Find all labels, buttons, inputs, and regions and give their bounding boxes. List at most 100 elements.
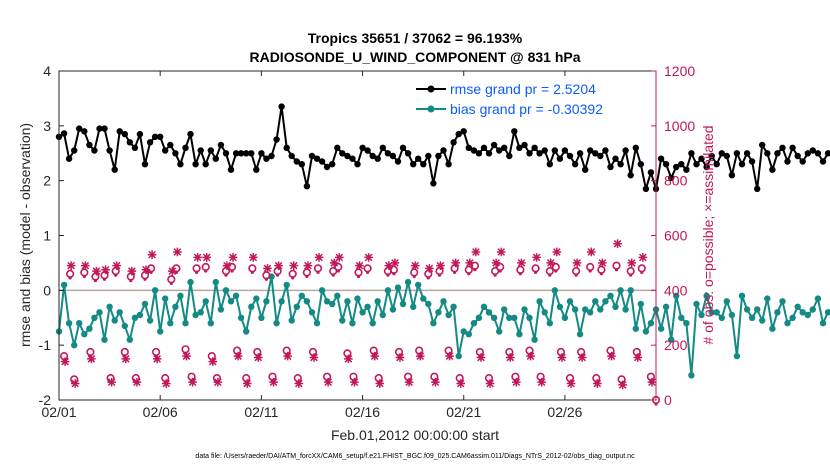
obs-possible-dot (143, 277, 147, 281)
y-tick-label: -2 (39, 392, 52, 408)
data-point (384, 150, 392, 157)
data-point (202, 298, 209, 305)
data-point (339, 317, 346, 324)
data-point (157, 133, 164, 140)
obs-assimilated-marker (485, 379, 495, 388)
y-tick-label: 4 (43, 63, 51, 79)
data-point (60, 130, 68, 137)
x-tick-label: 02/26 (547, 404, 582, 420)
obs-assimilated-marker (526, 351, 535, 361)
data-point (359, 309, 366, 316)
obs-possible-dot (392, 272, 396, 276)
obs-assimilated-marker (314, 253, 324, 262)
data-point (450, 303, 457, 310)
data-point (344, 298, 351, 305)
obs-possible-dot (453, 270, 457, 274)
legend-box (402, 76, 652, 120)
data-point (718, 150, 725, 157)
data-point (334, 292, 341, 299)
obs-possible-dot (68, 276, 72, 280)
data-point (637, 300, 644, 308)
obs-possible-dot (386, 273, 390, 277)
data-point (101, 336, 108, 343)
data-point (232, 292, 240, 299)
data-point (779, 298, 786, 305)
obs-assimilated-marker (283, 351, 292, 361)
obs-assimilated-marker (384, 261, 394, 270)
y-right-tick-label: 1200 (664, 63, 695, 79)
y-right-tick-label: 600 (664, 228, 688, 244)
data-point (794, 152, 801, 160)
data-point (627, 287, 634, 294)
data-point (318, 287, 326, 294)
obs-assimilated-marker (532, 253, 541, 262)
data-point (576, 331, 584, 338)
data-point (379, 311, 386, 319)
chart-subtitle: RADIOSONDE_U_WIND_COMPONENT @ 831 hPa (249, 49, 580, 65)
data-point (622, 147, 629, 154)
data-point (76, 320, 83, 327)
obs-assimilated-marker (269, 377, 278, 387)
data-point (71, 147, 78, 154)
data-point (258, 314, 265, 321)
data-point (657, 155, 665, 162)
obs-assimilated-marker (202, 253, 212, 262)
data-point (435, 309, 442, 316)
data-point (733, 150, 741, 157)
data-point (774, 309, 781, 316)
obs-possible-dot (426, 276, 430, 280)
obs-assimilated-marker (465, 258, 475, 268)
data-point (425, 152, 432, 160)
data-point (774, 150, 781, 157)
data-point (111, 166, 118, 173)
data-point (662, 161, 670, 168)
obs-assimilated-marker (491, 258, 501, 268)
data-point (627, 172, 634, 179)
data-point (683, 320, 690, 327)
data-point (541, 309, 548, 316)
x-tick-label: 02/01 (41, 404, 76, 420)
data-point (283, 281, 290, 289)
data-point (814, 150, 822, 157)
data-point (587, 147, 594, 154)
data-point (136, 311, 144, 319)
data-point (167, 320, 174, 327)
obs-assimilated-marker (263, 264, 272, 273)
data-point (769, 325, 776, 332)
obs-possible-dot (498, 269, 502, 273)
data-point (541, 147, 548, 154)
data-point (764, 295, 771, 302)
obs-assimilated-marker (390, 258, 400, 268)
data-point (693, 300, 700, 308)
data-point (379, 144, 386, 151)
obs-assimilated-marker (436, 261, 445, 270)
data-point (415, 281, 422, 289)
data-point (415, 155, 422, 162)
obs-possible-dot (336, 269, 340, 273)
data-point (759, 317, 766, 324)
data-point (703, 292, 710, 299)
data-point (177, 292, 184, 299)
y-tick-label: 1 (43, 228, 51, 244)
obs-assimilated-marker (517, 258, 526, 268)
data-point (334, 144, 341, 151)
series-0 (55, 103, 830, 193)
obs-assimilated-marker (152, 354, 162, 364)
data-point (506, 152, 513, 160)
data-point (521, 141, 528, 149)
data-point (592, 298, 599, 305)
data-point (764, 150, 771, 157)
obs-possible-dot (412, 274, 416, 279)
obs-assimilated-marker (425, 264, 434, 273)
data-point (769, 166, 776, 173)
obs-assimilated-marker (112, 261, 121, 270)
data-point (511, 128, 518, 135)
obs-assimilated-marker (557, 353, 567, 362)
data-point (511, 314, 518, 321)
data-point (743, 306, 751, 313)
data-point (440, 147, 447, 154)
obs-assimilated-marker (329, 258, 339, 268)
data-point (587, 309, 594, 316)
data-point (344, 152, 351, 160)
data-point (146, 317, 154, 324)
